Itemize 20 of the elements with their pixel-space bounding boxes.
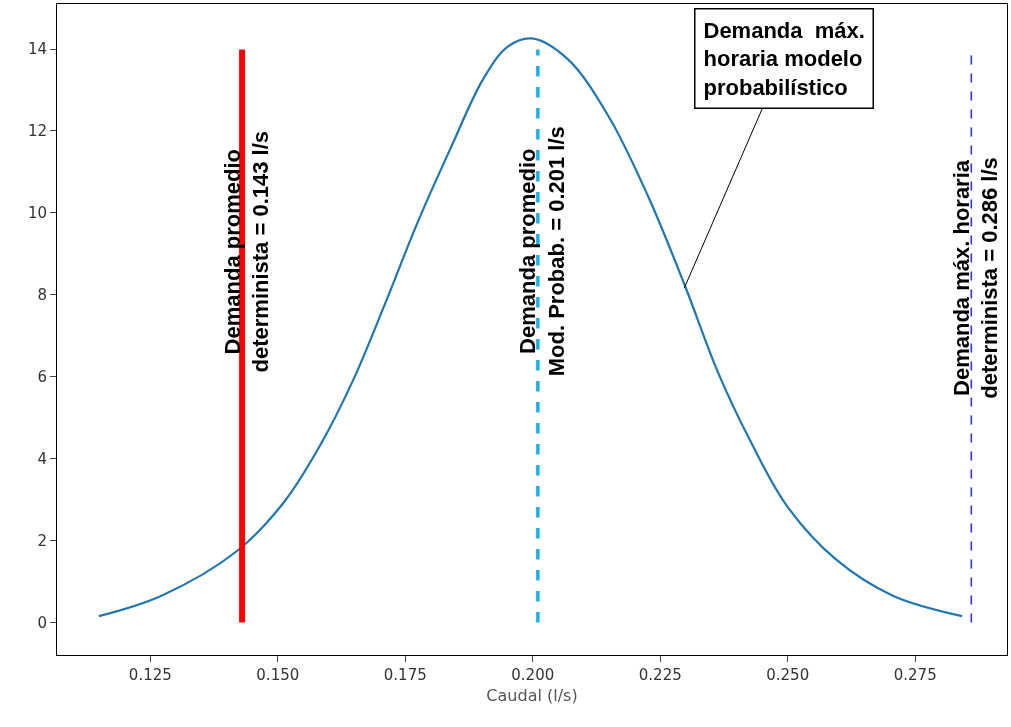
x-tick-label: 0.225 [638,666,682,684]
x-tick-label: 0.125 [128,666,172,684]
x-tick-label: 0.150 [256,666,300,684]
y-tick-label: 6 [37,367,47,386]
ref-line-label: Demanda promedio Mod. Probab. = 0.201 l/s [515,126,570,377]
x-tick-label: 0.175 [383,666,427,684]
ref-line-label: Demanda máx. horaria determinista = 0.286 l/s [948,157,1003,399]
ref-line-label: Demanda promedio determinista = 0.143 l/s [219,130,274,373]
x-tick-label: 0.275 [893,666,937,684]
y-tick-label: 8 [37,285,47,304]
annotation: Demanda máx. horaria modelo probabilístico [703,17,865,100]
y-tick-label: 14 [27,40,47,59]
y-tick-label: 0 [37,613,47,632]
y-tick-label: 12 [27,122,47,141]
x-tick-label: 0.250 [766,666,810,684]
y-tick-label: 2 [37,531,47,550]
x-axis-title: Caudal (l/s) [486,685,578,705]
x-tick-label: 0.200 [511,666,555,684]
y-tick-label: 10 [27,204,47,223]
y-tick-label: 4 [37,449,47,468]
